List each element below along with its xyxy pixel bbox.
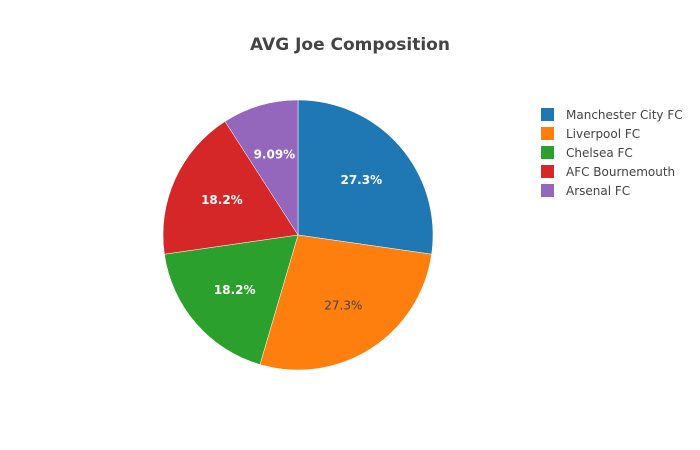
pie-slice-chelsea-fc[interactable] bbox=[164, 234, 299, 365]
legend-item-chelsea-fc[interactable]: Chelsea FC bbox=[541, 146, 633, 160]
pie-slice-labels: 27.3% 27.3% 18.2% 18.2% 9.09% bbox=[201, 148, 382, 313]
legend-label-arsenal-fc: Arsenal FC bbox=[566, 184, 630, 198]
legend-label-liverpool-fc: Liverpool FC bbox=[566, 127, 640, 141]
slice-percent-label-chelsea-fc: 18.2% bbox=[214, 283, 256, 297]
legend: Manchester City FC Liverpool FC Chelsea FC… bbox=[541, 108, 683, 198]
legend-swatch-liverpool-fc bbox=[541, 127, 554, 140]
legend-swatch-manchester-city-fc bbox=[541, 108, 554, 121]
legend-swatch-afc-bournemouth bbox=[541, 165, 554, 178]
pie-slice-afc-bournemouth[interactable] bbox=[162, 121, 299, 255]
legend-item-liverpool-fc[interactable]: Liverpool FC bbox=[541, 127, 640, 141]
legend-swatch-chelsea-fc bbox=[541, 146, 554, 159]
legend-label-afc-bournemouth: AFC Bournemouth bbox=[566, 165, 675, 179]
legend-label-manchester-city-fc: Manchester City FC bbox=[566, 108, 683, 122]
legend-item-afc-bournemouth[interactable]: AFC Bournemouth bbox=[541, 165, 675, 179]
legend-item-manchester-city-fc[interactable]: Manchester City FC bbox=[541, 108, 683, 122]
legend-swatch-arsenal-fc bbox=[541, 184, 554, 197]
slice-percent-label-liverpool-fc: 27.3% bbox=[324, 298, 362, 312]
slice-percent-label-manchester-city-fc: 27.3% bbox=[340, 173, 382, 187]
slice-percent-label-arsenal-fc: 9.09% bbox=[254, 148, 296, 162]
pie-slice-manchester-city-fc[interactable] bbox=[297, 99, 434, 255]
legend-item-arsenal-fc[interactable]: Arsenal FC bbox=[541, 184, 630, 198]
legend-label-chelsea-fc: Chelsea FC bbox=[566, 146, 633, 160]
pie-slice-liverpool-fc[interactable] bbox=[259, 234, 432, 371]
chart-title: AVG Joe Composition bbox=[250, 35, 450, 55]
pie-slices bbox=[162, 99, 434, 371]
pie-slice-arsenal-fc[interactable] bbox=[224, 99, 299, 236]
slice-percent-label-afc-bournemouth: 18.2% bbox=[201, 193, 243, 207]
